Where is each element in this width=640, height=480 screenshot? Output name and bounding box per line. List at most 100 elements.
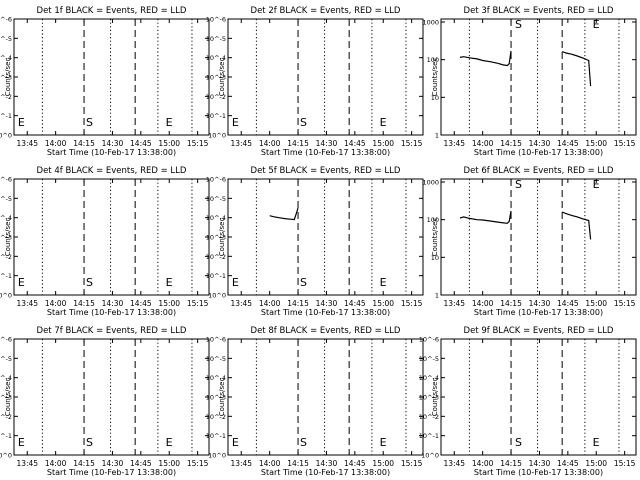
y-tick-label: 10^-2 <box>206 253 226 261</box>
series-line <box>269 207 299 221</box>
panel-det-1: Det 1f BLACK = Events, RED = LLD 13:45 14:… <box>0 6 210 157</box>
y-tick-label: 10^-6 <box>0 336 12 344</box>
plot-frame <box>440 338 637 456</box>
panel-title: Det 7f BLACK = Events, RED = LLD <box>37 326 187 336</box>
x-axis-label: Start Time (10-Feb-17 13:38:00) <box>261 468 390 477</box>
marker-label-e: E <box>593 18 600 31</box>
x-tick-label: 14:00 <box>472 459 494 468</box>
marker-label-e: E <box>380 276 387 289</box>
marker-label-e: E <box>166 276 173 289</box>
y-tick-label: 10^0 <box>208 292 226 300</box>
panel-title: Det 4f BLACK = Events, RED = LLD <box>37 166 187 176</box>
y-axis-label: Counts/sec <box>218 58 226 97</box>
y-tick-label: 10^-3 <box>0 234 12 242</box>
x-tick-label: 15:00 <box>158 299 180 308</box>
y-axis-label: Counts/sec <box>431 378 439 417</box>
y-tick-label: 1 <box>435 132 439 140</box>
x-tick-label: 13:45 <box>230 299 252 308</box>
marker-label-e: E <box>593 178 600 191</box>
y-tick-label: 10^-3 <box>206 74 226 82</box>
plot-frame <box>13 338 210 456</box>
y-tick-label: 10 <box>431 94 439 102</box>
x-tick-label: 14:30 <box>529 139 551 148</box>
y-tick-label: 10^0 <box>208 452 226 460</box>
marker-label-e: E <box>18 276 25 289</box>
y-tick-label: 10^0 <box>208 132 226 140</box>
x-tick-label: 14:00 <box>259 299 281 308</box>
panel-title: Det 2f BLACK = Events, RED = LLD <box>251 6 401 16</box>
plot-frame <box>227 18 424 136</box>
x-tick-label: 14:45 <box>344 139 366 148</box>
x-tick-label: 15:15 <box>401 299 423 308</box>
x-tick-label: 14:00 <box>45 299 67 308</box>
x-tick-label: 13:45 <box>443 139 465 148</box>
x-axis-label: Start Time (10-Feb-17 13:38:00) <box>47 148 176 157</box>
y-tick-label: 1000 <box>422 178 439 186</box>
y-axis-label: Counts/sec <box>4 378 12 417</box>
series-line <box>459 210 512 224</box>
panel-det-3: Det 3f BLACK = Events, RED = LLD 13:45 14:… <box>422 6 637 157</box>
y-tick-label: 10^-3 <box>419 394 439 402</box>
y-tick-label: 10^-5 <box>206 355 226 363</box>
y-axis-label: Counts/sec <box>4 218 12 257</box>
y-axis-label: Counts/sec <box>218 378 226 417</box>
panel-det-7: Det 7f BLACK = Events, RED = LLD 13:45 14:… <box>0 326 210 477</box>
x-axis-label: Start Time (10-Feb-17 13:38:00) <box>474 148 603 157</box>
x-tick-label: 14:45 <box>130 459 152 468</box>
x-tick-label: 14:45 <box>557 299 579 308</box>
marker-label-e: E <box>18 116 25 129</box>
marker-label-s: S <box>86 116 93 129</box>
x-tick-label: 13:45 <box>443 299 465 308</box>
x-tick-label: 15:00 <box>372 299 394 308</box>
x-tick-label: 14:00 <box>45 139 67 148</box>
x-tick-label: 14:45 <box>130 299 152 308</box>
y-tick-label: 10^0 <box>0 452 12 460</box>
y-tick-label: 10^0 <box>421 452 439 460</box>
marker-label-s: S <box>515 436 522 449</box>
x-tick-label: 14:15 <box>73 299 95 308</box>
y-tick-label: 10^-2 <box>0 253 12 261</box>
panel-det-4: Det 4f BLACK = Events, RED = LLD 13:45 14:… <box>0 166 210 317</box>
x-tick-label: 14:15 <box>500 459 522 468</box>
marker-label-e: E <box>166 116 173 129</box>
x-tick-label: 15:15 <box>187 299 209 308</box>
y-tick-label: 10^-3 <box>206 234 226 242</box>
y-tick-label: 10^-2 <box>206 93 226 101</box>
x-tick-label: 15:15 <box>614 459 636 468</box>
panel-det-2: Det 2f BLACK = Events, RED = LLD 13:45 14:… <box>206 6 424 157</box>
marker-label-e: E <box>166 436 173 449</box>
x-tick-label: 13:45 <box>16 139 38 148</box>
x-tick-label: 15:00 <box>372 459 394 468</box>
marker-label-s: S <box>515 178 522 191</box>
panel-det-5: Det 5f BLACK = Events, RED = LLD 13:45 14:… <box>206 166 424 317</box>
x-axis-label: Start Time (10-Feb-17 13:38:00) <box>261 148 390 157</box>
x-tick-label: 14:15 <box>287 299 309 308</box>
panel-title: Det 9f BLACK = Events, RED = LLD <box>464 326 614 336</box>
y-tick-label: 10^-2 <box>419 413 439 421</box>
y-tick-label: 10 <box>431 254 439 262</box>
y-tick-label: 10^-4 <box>0 214 12 222</box>
y-tick-label: 100 <box>427 56 439 64</box>
x-tick-label: 14:00 <box>472 139 494 148</box>
y-tick-label: 10^-6 <box>0 16 12 24</box>
panel-title: Det 3f BLACK = Events, RED = LLD <box>464 6 614 16</box>
x-tick-label: 15:15 <box>401 139 423 148</box>
marker-label-e: E <box>380 436 387 449</box>
x-tick-label: 14:30 <box>529 299 551 308</box>
x-tick-label: 14:15 <box>73 459 95 468</box>
marker-label-e: E <box>593 436 600 449</box>
y-tick-label: 1000 <box>422 18 439 26</box>
y-tick-label: 10^-6 <box>206 16 226 24</box>
y-tick-label: 10^-5 <box>0 35 12 43</box>
marker-label-e: E <box>18 436 25 449</box>
y-tick-label: 10^-2 <box>206 413 226 421</box>
y-axis-label: Counts/sec <box>431 218 439 257</box>
panel-title: Det 1f BLACK = Events, RED = LLD <box>37 6 187 16</box>
x-tick-label: 14:15 <box>73 139 95 148</box>
panel-title: Det 8f BLACK = Events, RED = LLD <box>251 326 401 336</box>
x-tick-label: 13:45 <box>230 139 252 148</box>
marker-label-s: S <box>515 18 522 31</box>
y-tick-label: 10^-2 <box>0 413 12 421</box>
plot-frame <box>13 18 210 136</box>
y-tick-label: 10^-4 <box>0 54 12 62</box>
